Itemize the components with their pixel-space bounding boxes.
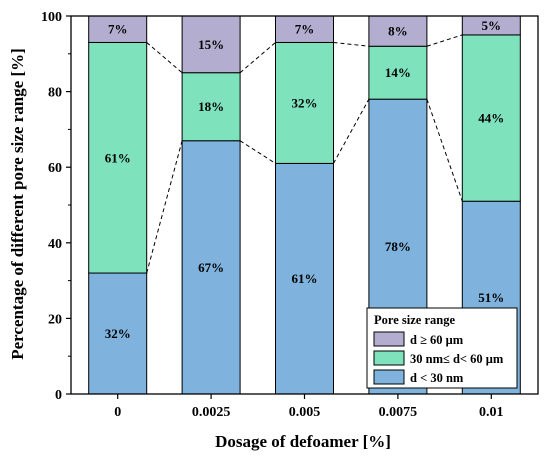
connector-lines-layer [146,34,463,274]
x-tick-label: 0.0075 [379,405,418,420]
x-axis: 0 0.0025 0.005 0.0075 0.01 [114,394,504,420]
y-tick-label: 20 [48,312,62,327]
connector-line [146,140,183,274]
bar-segment [181,140,241,395]
y-tick-label: 100 [41,10,62,25]
x-tick-label: 0.005 [289,405,321,420]
x-tick-label: 0 [114,405,121,420]
bar-segment [181,72,241,142]
legend-entry-label: 30 nm≤ d< 60 μm [410,352,504,366]
legend-swatch [373,331,405,347]
y-tick-label: 0 [55,388,62,403]
bar-labels-layer: 32% 61% 7% 67% 18% 15% 61% 32% 7% 78% 14% 8% 51% 44% 5… [105,18,505,341]
bar-value-label: 18% [198,99,224,114]
y-axis: 0 20 40 60 80 100 [41,10,71,403]
connector-line [146,42,183,74]
legend-swatch [373,369,405,385]
x-tick-label: 0.0025 [192,405,231,420]
connector-line [239,140,276,164]
bar-value-label: 61% [292,271,318,286]
y-tick-label: 60 [48,161,62,176]
bar-segment [88,41,148,274]
bar-value-label: 7% [108,22,128,37]
connector-line [426,98,463,202]
bar-value-label: 14% [385,65,411,80]
y-tick-label: 40 [48,237,62,252]
legend-entry-label: d ≥ 60 μm [410,333,464,347]
connector-line [239,42,276,74]
bar-value-label: 7% [295,22,315,37]
bar-value-label: 67% [198,260,224,275]
bar-value-label: 32% [292,95,318,110]
bar-segment [275,15,334,43]
bar-value-label: 44% [478,111,504,126]
y-tick-label: 80 [48,86,62,101]
bar-value-label: 8% [388,24,408,39]
bar-value-label: 61% [105,150,131,165]
legend-swatch [373,350,405,366]
bar-segment [368,15,428,47]
bar-value-label: 51% [478,290,504,305]
connector-line [333,98,370,164]
bar-value-label: 5% [482,18,502,33]
x-axis-label: Dosage of defoamer [%] [215,432,391,451]
bar-value-label: 15% [198,37,224,52]
y-axis-label: Percentage of different pore size range … [8,48,27,360]
connector-line [426,34,463,47]
bar-value-label: 32% [105,326,131,341]
legend-entry-label: d < 30 nm [410,371,464,385]
x-tick-label: 0.01 [479,405,504,420]
legend-title: Pore size range [374,313,455,327]
bar-segment [88,272,148,395]
bar-value-label: 78% [385,239,411,254]
bar-segment [368,45,428,100]
bar-segment [181,15,241,74]
connector-line [333,41,369,47]
bar-segment [275,41,334,164]
legend: Pore size range d ≥ 60 μm 30 nm≤ d< 60 μm… [366,307,518,389]
